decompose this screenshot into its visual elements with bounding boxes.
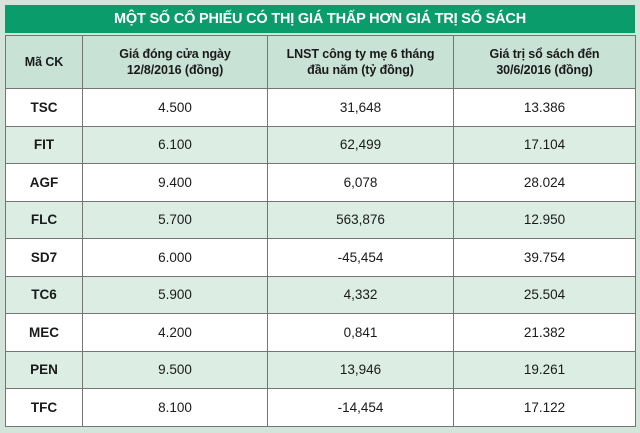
close-price-cell: 4.500 xyxy=(82,88,268,127)
profit-cell: -45,454 xyxy=(267,238,454,277)
profit-cell: 0,841 xyxy=(267,313,454,352)
close-price-cell: 9.400 xyxy=(82,163,268,202)
book-value-cell: 19.261 xyxy=(453,350,636,389)
book-value-cell: 17.104 xyxy=(453,125,636,164)
header-cell-book-value: Giá trị sổ sách đến 30/6/2016 (đồng) xyxy=(453,35,636,89)
close-price-cell: 6.000 xyxy=(82,238,268,277)
book-value-cell: 13.386 xyxy=(453,88,636,127)
profit-cell: 13,946 xyxy=(267,350,454,389)
table-header-row: Mã CK Giá đóng cửa ngày 12/8/2016 (đồng)… xyxy=(5,35,636,89)
table-row: FLC 5.700 563,876 12.950 xyxy=(5,200,636,239)
stock-code-cell: FIT xyxy=(5,125,83,164)
stock-table: Mã CK Giá đóng cửa ngày 12/8/2016 (đồng)… xyxy=(5,35,636,427)
table-row: FIT 6.100 62,499 17.104 xyxy=(5,125,636,164)
book-value-cell: 21.382 xyxy=(453,313,636,352)
table-row: SD7 6.000 -45,454 39.754 xyxy=(5,238,636,277)
close-price-cell: 5.900 xyxy=(82,275,268,314)
table-row: PEN 9.500 13,946 19.261 xyxy=(5,350,636,389)
header-cell-stock-code: Mã CK xyxy=(5,35,83,89)
stock-code-cell: FLC xyxy=(5,200,83,239)
stock-code-cell: AGF xyxy=(5,163,83,202)
profit-cell: -14,454 xyxy=(267,388,454,427)
table-row: TSC 4.500 31,648 13.386 xyxy=(5,88,636,127)
close-price-cell: 5.700 xyxy=(82,200,268,239)
close-price-cell: 4.200 xyxy=(82,313,268,352)
stock-code-cell: TSC xyxy=(5,88,83,127)
profit-cell: 62,499 xyxy=(267,125,454,164)
stock-code-cell: PEN xyxy=(5,350,83,389)
stock-code-cell: SD7 xyxy=(5,238,83,277)
table-row: TFC 8.100 -14,454 17.122 xyxy=(5,388,636,427)
stock-code-cell: TFC xyxy=(5,388,83,427)
profit-cell: 6,078 xyxy=(267,163,454,202)
table-row: AGF 9.400 6,078 28.024 xyxy=(5,163,636,202)
close-price-cell: 9.500 xyxy=(82,350,268,389)
header-cell-close-price: Giá đóng cửa ngày 12/8/2016 (đồng) xyxy=(82,35,268,89)
table-row: TC6 5.900 4,332 25.504 xyxy=(5,275,636,314)
profit-cell: 4,332 xyxy=(267,275,454,314)
book-value-cell: 25.504 xyxy=(453,275,636,314)
book-value-cell: 12.950 xyxy=(453,200,636,239)
profit-cell: 563,876 xyxy=(267,200,454,239)
table-row: MEC 4.200 0,841 21.382 xyxy=(5,313,636,352)
table-title: MỘT SỐ CỔ PHIẾU CÓ THỊ GIÁ THẤP HƠN GIÁ … xyxy=(114,11,526,27)
book-value-cell: 39.754 xyxy=(453,238,636,277)
profit-cell: 31,648 xyxy=(267,88,454,127)
stock-code-cell: TC6 xyxy=(5,275,83,314)
close-price-cell: 8.100 xyxy=(82,388,268,427)
stock-code-cell: MEC xyxy=(5,313,83,352)
book-value-cell: 17.122 xyxy=(453,388,636,427)
book-value-cell: 28.024 xyxy=(453,163,636,202)
header-cell-profit: LNST công ty mẹ 6 tháng đầu năm (tỷ đồng… xyxy=(267,35,454,89)
close-price-cell: 6.100 xyxy=(82,125,268,164)
table-title-bar: MỘT SỐ CỔ PHIẾU CÓ THỊ GIÁ THẤP HƠN GIÁ … xyxy=(5,5,635,33)
